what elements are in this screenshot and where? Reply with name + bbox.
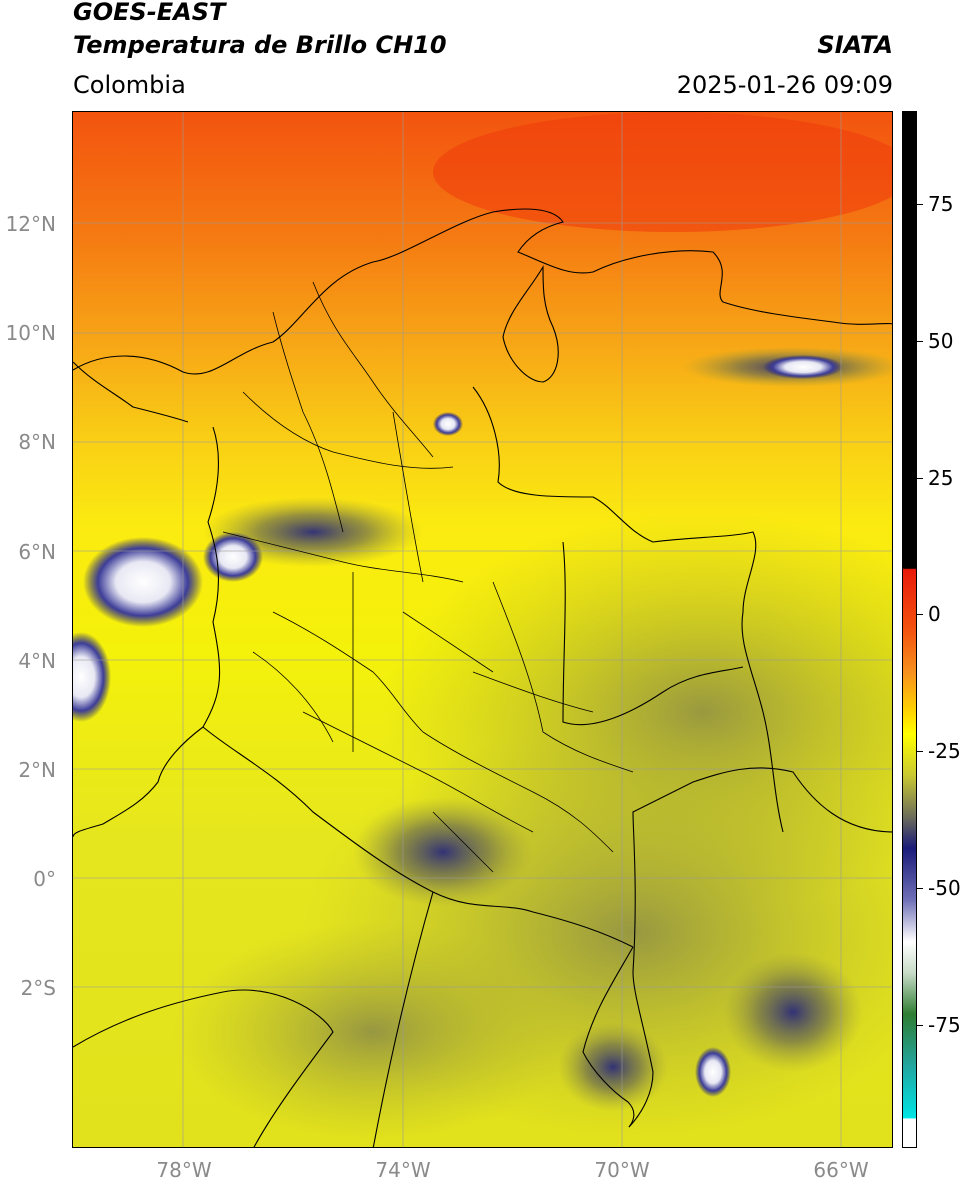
lat-label-6n: 6°N: [18, 540, 56, 564]
cb-label-m75: -75: [928, 1013, 961, 1037]
title-line2: Temperatura de Brillo CH10: [73, 31, 447, 59]
cb-tick-m75: [917, 1025, 923, 1026]
cold-top-3: [73, 632, 111, 722]
lat-label-4n: 4°N: [18, 649, 56, 673]
cb-tick-75: [917, 204, 923, 205]
cb-label-0: 0: [928, 602, 941, 626]
cb-label-50: 50: [928, 329, 954, 353]
gridlines: [73, 112, 892, 1147]
agency-label: SIATA: [817, 31, 893, 59]
lat-label-0: 0°: [33, 867, 56, 891]
lon-label-70w: 70°W: [594, 1158, 650, 1182]
lon-label-74w: 74°W: [375, 1158, 431, 1182]
hot-region: [433, 112, 892, 232]
cb-label-m50: -50: [928, 876, 961, 900]
lat-label-8n: 8°N: [18, 430, 56, 454]
cb-label-75: 75: [928, 192, 954, 216]
lon-label-66w: 66°W: [813, 1158, 869, 1182]
department-borders: [222, 281, 634, 873]
cb-label-25: 25: [928, 466, 954, 490]
datetime-label: 2025-01-26 09:09: [676, 71, 893, 99]
cb-tick-0: [917, 614, 923, 615]
cb-tick-m25: [917, 751, 923, 752]
cb-tick-25: [917, 478, 923, 479]
cloud-cluster-2: [723, 952, 863, 1072]
lat-label-2s: 2°S: [20, 976, 56, 1000]
lat-label-10n: 10°N: [5, 321, 56, 345]
olive-region-sw: [173, 922, 573, 1142]
coastlines-borders: [73, 208, 892, 1147]
cb-tick-50: [917, 341, 923, 342]
cloud-cluster-1: [353, 797, 533, 907]
cb-tick-m50: [917, 888, 923, 889]
lon-label-78w: 78°W: [156, 1158, 212, 1182]
satellite-map[interactable]: [72, 111, 893, 1148]
title-line1: GOES-EAST: [73, 0, 226, 26]
map-canvas: [73, 112, 892, 1147]
cb-label-m25: -25: [928, 739, 961, 763]
cold-top-4: [695, 1047, 731, 1097]
cold-top-6: [433, 412, 463, 436]
region-label: Colombia: [73, 71, 186, 99]
lat-label-2n: 2°N: [18, 758, 56, 782]
cold-top-5: [763, 355, 843, 379]
cold-top-1: [83, 537, 203, 627]
colorbar-gradient: [903, 112, 916, 1147]
lat-label-12n: 12°N: [5, 212, 56, 236]
colorbar: [902, 111, 917, 1148]
